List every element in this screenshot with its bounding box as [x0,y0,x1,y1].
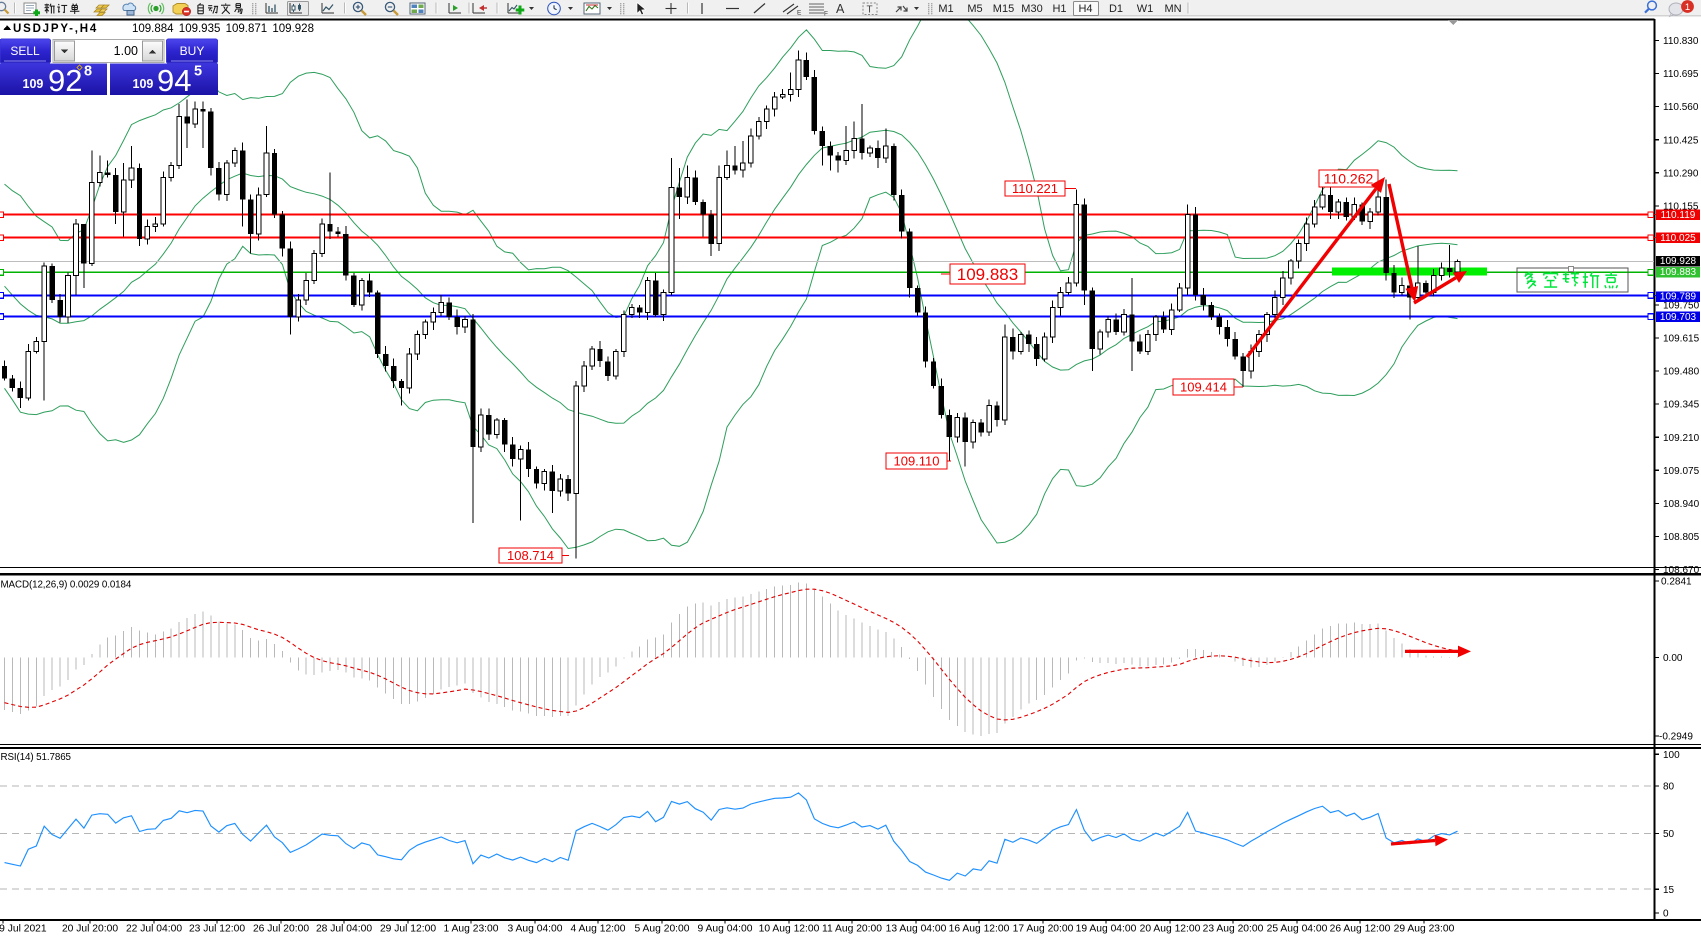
svg-text:108.714: 108.714 [507,548,554,563]
svg-text:108.805: 108.805 [1663,532,1700,543]
svg-text:109.480: 109.480 [1663,367,1700,378]
svg-text:19 Jul 2021: 19 Jul 2021 [0,924,47,935]
svg-text:22 Jul 04:00: 22 Jul 04:00 [126,924,182,935]
svg-text:26 Aug 12:00: 26 Aug 12:00 [1330,924,1391,935]
svg-text:20 Jul 20:00: 20 Jul 20:00 [62,924,118,935]
svg-text:A: A [836,2,845,16]
svg-text:109: 109 [23,77,44,91]
svg-text:1 Aug 23:00: 1 Aug 23:00 [444,924,499,935]
svg-text:110.119: 110.119 [1661,210,1696,221]
svg-text:108.940: 108.940 [1663,499,1700,510]
svg-text:SELL: SELL [10,44,40,58]
svg-text:108.670: 108.670 [1663,565,1700,576]
svg-text:E: E [797,10,802,17]
svg-text:23 Jul 12:00: 23 Jul 12:00 [189,924,245,935]
svg-text:11 Aug 20:00: 11 Aug 20:00 [822,924,882,935]
svg-text:100: 100 [1663,750,1680,761]
svg-text:109.075: 109.075 [1663,466,1700,477]
svg-text:109.871: 109.871 [226,23,268,35]
svg-text:92: 92 [48,63,82,98]
svg-text:BUY: BUY [180,44,205,58]
svg-text:110.262: 110.262 [1324,171,1374,187]
svg-text:9 Aug 04:00: 9 Aug 04:00 [698,924,753,935]
svg-text:17 Aug 20:00: 17 Aug 20:00 [1013,924,1074,935]
svg-text:109.883: 109.883 [1660,267,1697,278]
svg-text:MACD(12,26,9) 0.0029 0.0184: MACD(12,26,9) 0.0029 0.0184 [1,579,132,590]
svg-text:15: 15 [1663,885,1675,896]
svg-text:28 Jul 04:00: 28 Jul 04:00 [316,924,372,935]
svg-text:1: 1 [1685,2,1690,13]
svg-text:D1: D1 [1109,3,1123,15]
svg-text:USDJPY-,H4: USDJPY-,H4 [13,23,98,35]
svg-text:M30: M30 [1021,3,1042,15]
svg-text:M5: M5 [967,3,982,15]
svg-text:109.110: 109.110 [893,454,939,469]
svg-text:110.695: 110.695 [1663,69,1699,80]
svg-text:109.884: 109.884 [132,23,174,35]
svg-text:0: 0 [1663,909,1669,920]
svg-text:110.560: 110.560 [1663,102,1699,113]
svg-text:109.935: 109.935 [179,23,221,35]
svg-text:23 Aug 20:00: 23 Aug 20:00 [1203,924,1264,935]
svg-text:0.2841: 0.2841 [1661,577,1692,588]
svg-text:19 Aug 04:00: 19 Aug 04:00 [1076,924,1137,935]
svg-text:8: 8 [84,64,92,80]
svg-text:T: T [867,5,873,16]
svg-text:M15: M15 [993,3,1014,15]
svg-text:110.425: 110.425 [1663,135,1699,146]
svg-text:29 Jul 12:00: 29 Jul 12:00 [380,924,436,935]
svg-text:-0.2949: -0.2949 [1659,732,1693,743]
svg-text:10 Aug 12:00: 10 Aug 12:00 [759,924,820,935]
svg-text:80: 80 [1663,782,1675,793]
svg-text:110.290: 110.290 [1663,168,1699,179]
svg-text:109.210: 109.210 [1663,433,1700,444]
svg-text:29 Aug 23:00: 29 Aug 23:00 [1394,924,1455,935]
svg-text:109.345: 109.345 [1663,400,1700,411]
svg-text:5: 5 [194,64,202,80]
svg-text:RSI(14) 51.7865: RSI(14) 51.7865 [1,752,72,763]
svg-text:26 Jul 20:00: 26 Jul 20:00 [253,924,309,935]
svg-text:109.928: 109.928 [1660,256,1697,267]
svg-text:109.703: 109.703 [1660,312,1697,323]
svg-text:110.155: 110.155 [1663,201,1699,212]
svg-text:109.615: 109.615 [1663,334,1700,345]
svg-text:109.414: 109.414 [1180,380,1227,395]
svg-text:16 Aug 12:00: 16 Aug 12:00 [949,924,1010,935]
svg-text:3 Aug 04:00: 3 Aug 04:00 [508,924,563,935]
svg-text:110.830: 110.830 [1663,36,1699,47]
svg-text:50: 50 [1663,829,1675,840]
svg-text:H1: H1 [1052,3,1066,15]
svg-text:13 Aug 04:00: 13 Aug 04:00 [886,924,947,935]
svg-text:W1: W1 [1137,3,1154,15]
svg-text:0.00: 0.00 [1663,653,1683,664]
svg-text:25 Aug 04:00: 25 Aug 04:00 [1267,924,1328,935]
svg-text:94: 94 [157,63,191,98]
svg-text:109.928: 109.928 [272,23,314,35]
svg-text:4 Aug 12:00: 4 Aug 12:00 [571,924,626,935]
svg-text:109.883: 109.883 [957,265,1018,284]
svg-text:20 Aug 12:00: 20 Aug 12:00 [1140,924,1201,935]
svg-text:110.025: 110.025 [1660,233,1696,244]
svg-text:109: 109 [133,77,154,91]
svg-text:109.750: 109.750 [1663,301,1700,312]
svg-text:F: F [824,11,828,18]
svg-text:MN: MN [1164,3,1181,15]
svg-text:M1: M1 [938,3,953,15]
svg-text:109.789: 109.789 [1660,292,1697,303]
svg-text:110.221: 110.221 [1012,181,1058,196]
svg-text:H4: H4 [1078,3,1092,15]
svg-text:5 Aug 20:00: 5 Aug 20:00 [635,924,690,935]
svg-text:1.00: 1.00 [114,44,138,58]
